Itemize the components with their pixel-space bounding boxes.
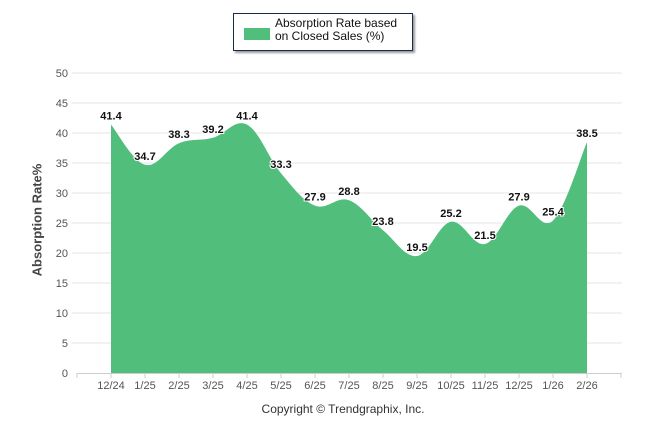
data-label: 28.8 bbox=[338, 186, 359, 198]
data-label: 41.4 bbox=[100, 111, 122, 123]
y-tick-label: 40 bbox=[56, 128, 68, 140]
data-label: 23.8 bbox=[372, 216, 393, 228]
y-tick-label: 0 bbox=[62, 368, 68, 380]
x-tick-label: 1/25 bbox=[134, 380, 155, 392]
data-label: 19.5 bbox=[406, 242, 427, 254]
data-label: 25.4 bbox=[542, 207, 564, 219]
x-tick-label: 5/25 bbox=[270, 380, 291, 392]
area-fill bbox=[111, 123, 587, 374]
data-label: 38.5 bbox=[576, 128, 597, 140]
x-tick-label: 9/25 bbox=[406, 380, 427, 392]
y-axis-tick-labels: 0 5 10 15 20 25 30 35 40 45 50 bbox=[56, 68, 68, 380]
data-label: 27.9 bbox=[304, 192, 325, 204]
y-tick-label: 5 bbox=[62, 338, 68, 350]
legend-label: Absorption Rate based on Closed Sales (%… bbox=[275, 16, 398, 43]
x-tick-label: 8/25 bbox=[372, 380, 393, 392]
y-axis-title: Absorption Rate% bbox=[29, 163, 45, 277]
legend-swatch bbox=[244, 28, 270, 40]
x-tick-label: 7/25 bbox=[338, 380, 359, 392]
y-tick-label: 20 bbox=[56, 248, 68, 260]
y-tick-label: 25 bbox=[56, 218, 68, 230]
x-tick-label: 12/24 bbox=[97, 380, 125, 392]
data-label: 39.2 bbox=[202, 124, 223, 136]
x-tick-label: 4/25 bbox=[236, 380, 257, 392]
data-label: 41.4 bbox=[236, 111, 258, 123]
x-tick-label: 1/26 bbox=[542, 380, 563, 392]
data-label: 34.7 bbox=[134, 151, 155, 163]
x-axis-tick-labels: 12/24 1/25 2/25 3/25 4/25 5/25 6/25 7/25 8/25 9/2… bbox=[97, 380, 597, 392]
y-tick-label: 45 bbox=[56, 98, 68, 110]
data-label: 27.9 bbox=[508, 192, 529, 204]
data-label: 25.2 bbox=[440, 208, 461, 220]
area-series bbox=[110, 123, 588, 374]
x-axis bbox=[76, 373, 622, 378]
x-tick-label: 12/25 bbox=[505, 380, 533, 392]
data-label: 21.5 bbox=[474, 230, 495, 242]
legend: Absorption Rate based on Closed Sales (%… bbox=[233, 13, 413, 51]
copyright-text: Copyright © Trendgraphix, Inc. bbox=[261, 402, 425, 416]
data-label: 33.3 bbox=[270, 159, 291, 171]
x-tick-label: 10/25 bbox=[437, 380, 465, 392]
y-tick-label: 15 bbox=[56, 278, 68, 290]
y-tick-label: 30 bbox=[56, 188, 68, 200]
x-tick-label: 2/26 bbox=[576, 380, 597, 392]
x-tick-label: 11/25 bbox=[472, 380, 499, 392]
data-labels: 41.4 34.7 38.3 39.2 41.4 33.3 27.9 28.8 23.8 19.5… bbox=[99, 110, 598, 255]
y-tick-label: 50 bbox=[56, 68, 68, 80]
data-label: 38.3 bbox=[168, 129, 189, 141]
x-tick-label: 3/25 bbox=[202, 380, 223, 392]
x-tick-label: 2/25 bbox=[168, 380, 189, 392]
x-tick-label: 6/25 bbox=[304, 380, 325, 392]
y-tick-label: 10 bbox=[56, 308, 68, 320]
y-tick-label: 35 bbox=[56, 158, 68, 170]
